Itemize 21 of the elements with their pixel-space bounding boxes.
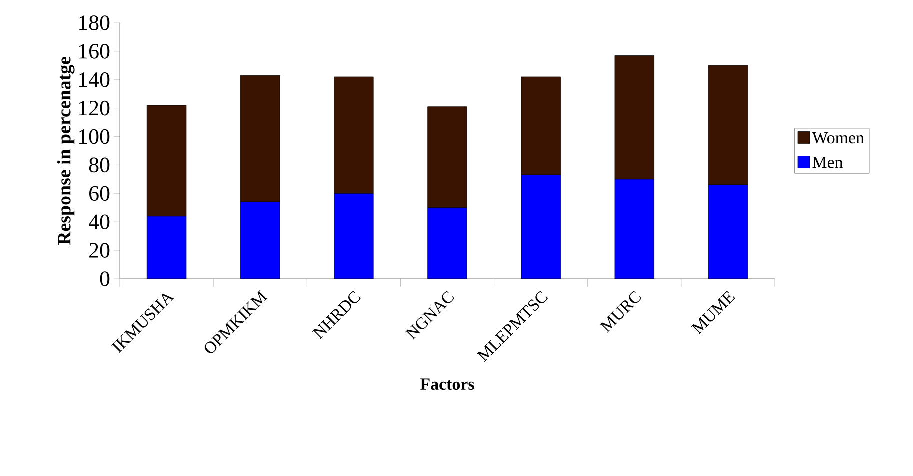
y-tick-label: 0 [100, 272, 110, 286]
y-tick-label: 160 [80, 44, 110, 59]
y-tick-label: 60 [90, 186, 110, 202]
y-tick-label: 40 [88, 214, 110, 230]
bar [521, 174, 561, 279]
y-tick-label: 120 [80, 100, 110, 116]
legend-label: Women [812, 132, 864, 144]
bar [614, 179, 654, 279]
bar [146, 216, 187, 279]
bar [428, 208, 468, 279]
legend-label: Men [812, 156, 844, 168]
y-tick-label: 100 [80, 129, 110, 144]
bar [334, 193, 374, 279]
bar [708, 184, 748, 279]
bar [240, 202, 280, 279]
x-axis-title: Factors [420, 378, 474, 390]
y-tick-label: 140 [80, 72, 110, 88]
y-tick-label: 80 [89, 158, 110, 173]
y-axis-title: Response in percenatge [57, 57, 75, 246]
y-tick-label: 20 [90, 243, 110, 258]
y-tick-label: 180 [80, 16, 110, 30]
